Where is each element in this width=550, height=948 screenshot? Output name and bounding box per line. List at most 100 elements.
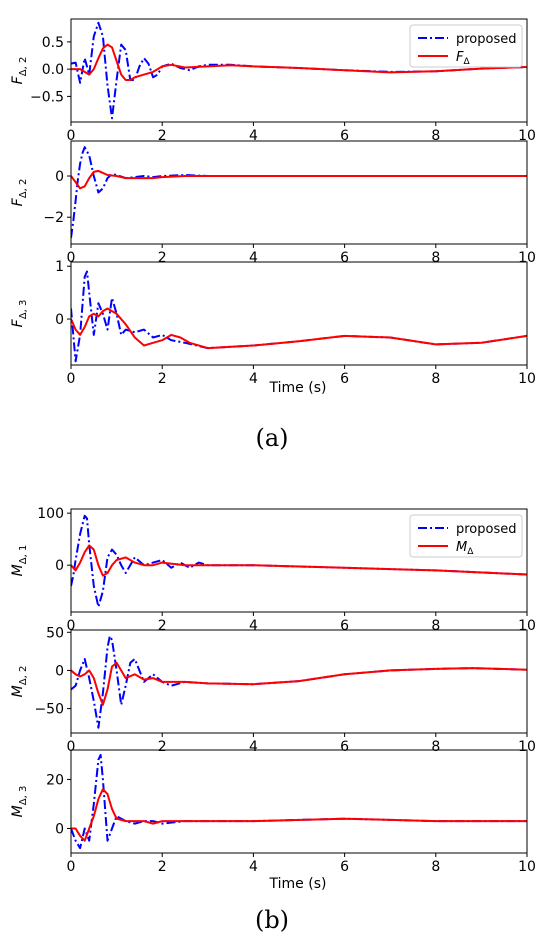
x-tick-label: 2 [158,371,167,387]
series-reference-line [71,544,527,577]
x-tick-label: 10 [518,859,536,875]
y-tick-label: 1 [55,259,64,275]
series-reference-line [71,169,527,190]
x-tick-label: 6 [340,250,349,266]
series-proposed-line [71,753,527,850]
plot-frame [70,629,528,734]
x-tick-label: 4 [249,618,258,634]
xlabel-a: Time (s) [269,380,327,396]
x-tick-label: 4 [249,128,258,144]
y-tick-label: −0.5 [30,89,64,105]
x-tick-label: 2 [158,128,167,144]
series-proposed-line [71,146,527,238]
x-tick-label: 6 [340,859,349,875]
y-axis-label-subscript: Δ, 3 [18,300,29,320]
y-tick-label: 100 [37,506,64,522]
y-tick-label: 50 [46,625,64,641]
y-tick-label: 20 [46,772,64,788]
x-tick-label: 8 [431,371,440,387]
y-tick-label: 0 [55,169,64,185]
plot-frame [70,140,528,245]
series-reference-line [71,788,527,842]
y-axis-label: MΔ, 1 [10,545,29,577]
y-axis-label-base: M [10,564,26,576]
legend-label: MΔ [456,540,474,557]
x-tick-label: 10 [518,739,536,755]
y-tick-label: −2 [43,210,64,226]
y-axis-label-subscript: Δ, 1 [18,545,29,565]
series-proposed-line [71,270,527,363]
y-axis-label-subscript: Δ, 2 [18,57,29,77]
x-tick-label: 0 [67,128,76,144]
legend-label-subscript: Δ [467,547,474,557]
x-tick-label: 8 [431,859,440,875]
y-tick-label: 0 [55,312,64,328]
legend-label-base: M [456,540,467,555]
x-tick-label: 10 [518,128,536,144]
legend-label: proposed [456,522,517,537]
x-tick-label: 8 [431,618,440,634]
legend-label-base: proposed [456,32,517,47]
x-tick-label: 0 [67,371,76,387]
legend-label: proposed [456,32,517,47]
x-tick-label: 6 [340,128,349,144]
series-reference-line [71,43,527,81]
x-tick-label: 4 [249,739,258,755]
x-tick-label: 8 [431,739,440,755]
y-axis-label-base: F [10,197,26,206]
legend-label-base: F [456,50,464,65]
panel-b-2: 0 2 4 6 8 10 −50 0 50 MΔ, 2 [10,625,536,755]
y-axis-label: MΔ, 2 [10,666,29,698]
x-tick-label: 6 [340,739,349,755]
y-tick-label: 0 [55,558,64,574]
x-tick-label: 4 [249,250,258,266]
plot-frame [70,749,528,854]
x-tick-label: 6 [340,371,349,387]
y-tick-label: 0 [55,821,64,837]
y-axis-label: FΔ, 2 [10,179,29,207]
y-axis-label-base: M [10,685,26,697]
series-proposed-line [71,21,527,120]
x-tick-label: 2 [158,618,167,634]
x-tick-label: 8 [431,250,440,266]
plot-frame [70,18,528,123]
x-tick-label: 10 [518,371,536,387]
x-tick-label: 0 [67,618,76,634]
plot-frame [70,261,528,366]
y-tick-label: 0.5 [42,35,64,51]
y-tick-label: −50 [34,702,64,718]
legend-label-base: proposed [456,522,517,537]
x-tick-label: 2 [158,739,167,755]
x-tick-label: 8 [431,128,440,144]
series-reference-line [71,307,527,350]
legend-label: FΔ [456,50,470,67]
y-tick-label: 0 [55,663,64,679]
x-tick-label: 4 [249,859,258,875]
y-axis-label: FΔ, 2 [10,57,29,85]
caption-b: (b) [255,906,289,934]
xlabel-b: Time (s) [269,876,327,892]
y-tick-label: 0.0 [42,62,64,78]
x-tick-label: 0 [67,859,76,875]
y-axis-label-base: F [10,318,26,327]
x-tick-label: 2 [158,859,167,875]
y-axis-label-subscript: Δ, 3 [18,786,29,806]
series-proposed-line [71,514,527,608]
caption-a: (a) [255,424,288,452]
y-axis-label: MΔ, 3 [10,786,29,818]
x-tick-label: 0 [67,250,76,266]
plot-frame [70,508,528,613]
panel-a-3: 0 2 4 6 8 10 0 1 FΔ, 3 [10,259,536,387]
x-tick-label: 6 [340,618,349,634]
y-axis-label-subscript: Δ, 2 [18,666,29,686]
series-reference-line [71,661,527,706]
x-tick-label: 2 [158,250,167,266]
legend-label-subscript: Δ [463,57,470,67]
x-tick-label: 0 [67,739,76,755]
y-axis-label-subscript: Δ, 2 [18,179,29,199]
y-axis-label-base: M [10,805,26,817]
